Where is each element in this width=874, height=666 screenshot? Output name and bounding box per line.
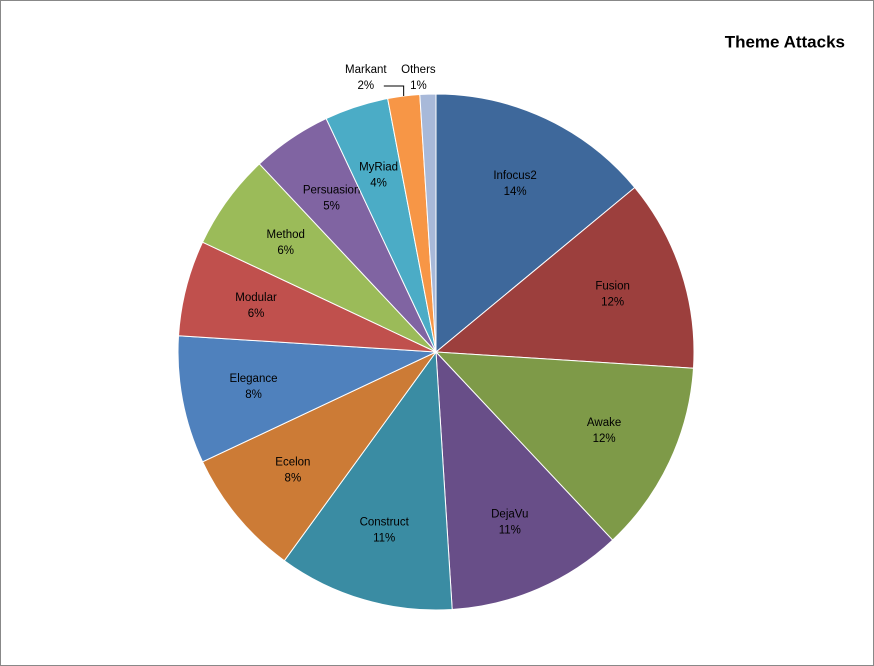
pie-slice <box>435 93 636 354</box>
slice-label: Infocus2 <box>493 170 536 182</box>
slice-value-label: 6% <box>277 245 294 257</box>
slice-value-label: 1% <box>410 80 427 92</box>
slice-label: MyRiad <box>359 161 398 173</box>
pie-slice <box>283 350 453 611</box>
slice-value-label: 5% <box>323 200 340 212</box>
pie-slice <box>419 93 437 353</box>
slice-value-label: 11% <box>499 525 521 537</box>
slice-value-label: 2% <box>358 80 375 92</box>
pie-slice <box>435 350 614 611</box>
slice-value-label: 12% <box>601 297 624 309</box>
slice-value-label: 14% <box>504 186 527 198</box>
slice-value-label: 8% <box>245 389 262 401</box>
slice-value-label: 12% <box>593 433 616 445</box>
slice-label: Construct <box>360 516 410 528</box>
slice-value-label: 8% <box>285 472 302 484</box>
slice-label: Awake <box>587 417 621 429</box>
slice-label: Elegance <box>230 373 278 385</box>
slice-label: Method <box>267 229 305 241</box>
chart-title: Theme Attacks <box>725 32 845 51</box>
slice-label: DejaVu <box>491 509 528 521</box>
slice-value-label: 4% <box>370 177 387 189</box>
slice-label: Persuasion <box>303 184 361 196</box>
slice-label: Others <box>401 64 436 76</box>
slice-label: Modular <box>235 292 277 304</box>
pie-slice <box>201 351 437 562</box>
leader-line <box>383 85 405 97</box>
slice-label: Markant <box>345 64 387 76</box>
pie-slice <box>434 351 695 541</box>
slice-label: Ecelon <box>275 456 310 468</box>
slice-value-label: 11% <box>373 532 395 544</box>
pie-slice <box>434 186 695 369</box>
slice-label: Fusion <box>595 281 630 293</box>
slice-value-label: 6% <box>248 308 265 320</box>
pie-slice <box>177 335 437 463</box>
